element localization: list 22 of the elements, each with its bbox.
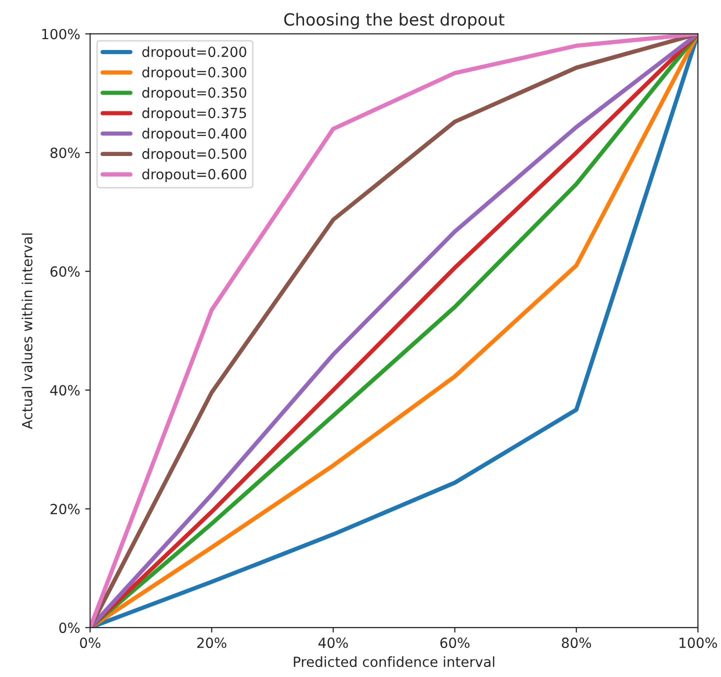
x-tick-label: 100% [680, 638, 718, 648]
y-tick-label: 0% [59, 622, 80, 634]
x-tick-label: 20% [197, 638, 226, 648]
y-tick-label: 60% [50, 266, 80, 277]
legend-label: dropout=0.300 [142, 66, 246, 80]
chart-title: Choosing the best dropout [284, 12, 504, 29]
x-tick-label: 0% [80, 638, 100, 648]
x-tick-label: 60% [440, 638, 470, 648]
x-axis-title: Predicted confidence interval [294, 656, 494, 668]
y-tick-label: 20% [50, 504, 80, 514]
x-tick-label: 40% [318, 638, 348, 648]
x-tick-label: 80% [562, 638, 592, 648]
y-axis-title: Actual values within interval [22, 234, 32, 430]
legend-label: dropout=0.375 [142, 108, 246, 121]
legend-label: dropout=0.350 [142, 87, 246, 101]
legend-label: dropout=0.600 [142, 168, 246, 182]
legend-label: dropout=0.500 [142, 148, 246, 162]
y-tick-label: 40% [50, 385, 80, 396]
legend-label: dropout=0.400 [142, 128, 246, 142]
y-tick-label: 80% [50, 148, 80, 158]
y-tick-label: 100% [42, 28, 80, 40]
legend-label: dropout=0.200 [142, 46, 246, 60]
